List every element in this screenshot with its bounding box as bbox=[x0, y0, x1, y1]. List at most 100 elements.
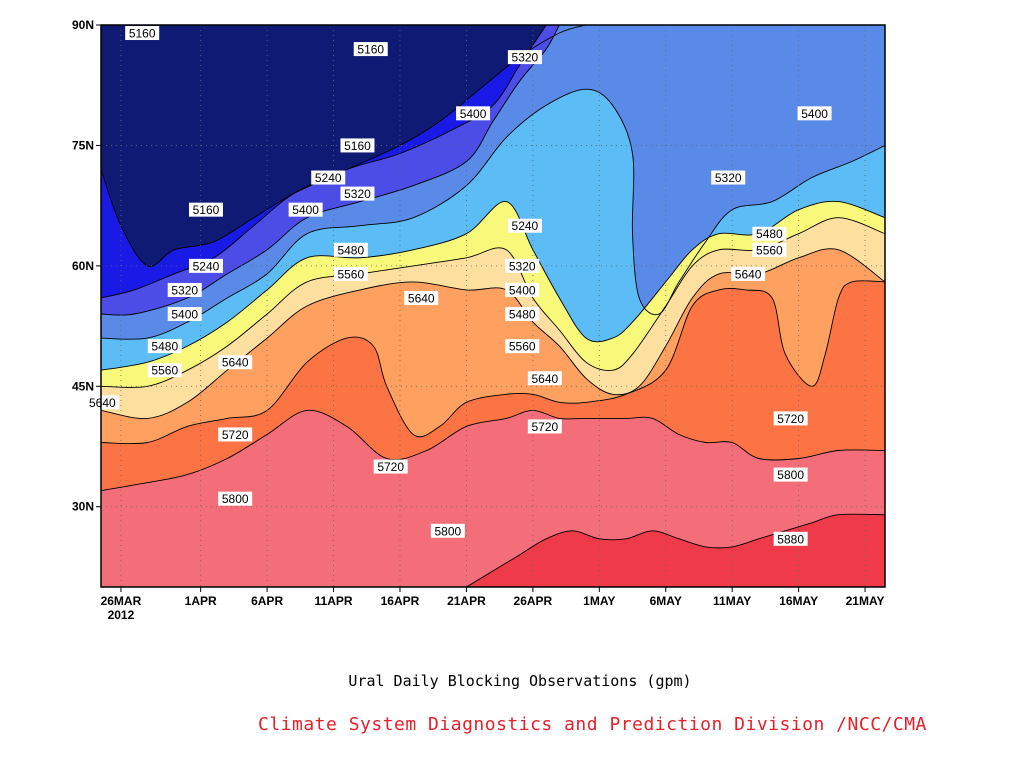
contour-label-text: 5560 bbox=[151, 364, 178, 378]
contour-label-text: 5320 bbox=[171, 283, 198, 297]
contour-label: 5320 bbox=[340, 186, 375, 201]
contour-label-bg bbox=[773, 531, 808, 546]
contour-label: 5640 bbox=[404, 290, 439, 305]
contour-label-text: 5400 bbox=[509, 283, 536, 297]
contour-label: 5320 bbox=[505, 258, 540, 273]
contour-label-text: 5160 bbox=[129, 27, 156, 41]
contour-label-bg bbox=[125, 26, 160, 41]
contour-label-text: 5480 bbox=[151, 340, 178, 354]
contour-line bbox=[101, 200, 885, 371]
contour-label: 5480 bbox=[147, 339, 182, 354]
contour-label-bg bbox=[505, 258, 540, 273]
contour-label: 5640 bbox=[527, 371, 562, 386]
contour-label: 5880 bbox=[773, 531, 808, 546]
contour-label-text: 5160 bbox=[193, 203, 220, 217]
contour-label-text: 5640 bbox=[735, 267, 762, 281]
contour-label-text: 5400 bbox=[292, 203, 319, 217]
contour-label-text: 5880 bbox=[777, 532, 804, 546]
contour-label-text: 5800 bbox=[434, 524, 461, 538]
contour-bands bbox=[101, 25, 885, 587]
contour-label-bg bbox=[404, 290, 439, 305]
contour-label-bg bbox=[752, 242, 787, 257]
contour-label-text: 5640 bbox=[408, 291, 435, 305]
contour-label-text: 5160 bbox=[344, 139, 371, 153]
contour-label: 5720 bbox=[373, 459, 408, 474]
contour-label: 5400 bbox=[797, 106, 832, 121]
contour-label-bg bbox=[507, 218, 542, 233]
contour-label: 5320 bbox=[507, 50, 542, 65]
contour-label: 5240 bbox=[507, 218, 542, 233]
contour-label-bg bbox=[507, 50, 542, 65]
contour-label-text: 5560 bbox=[337, 267, 364, 281]
credit-text: Climate System Diagnostics and Predictio… bbox=[258, 714, 927, 735]
contour-label-text: 5720 bbox=[377, 460, 404, 474]
contour-line bbox=[466, 513, 885, 587]
contour-label-text: 5320 bbox=[512, 51, 539, 65]
contour-label: 5160 bbox=[125, 26, 160, 41]
x-tick-label: 26MAR bbox=[101, 594, 142, 608]
contour-label: 5640 bbox=[218, 355, 253, 370]
contour-label-text: 5560 bbox=[509, 340, 536, 354]
contour-label-text: 5320 bbox=[715, 171, 742, 185]
contour-label-bg bbox=[456, 106, 491, 121]
y-tick-label: 45N bbox=[72, 379, 94, 393]
contour-line bbox=[101, 25, 560, 316]
contour-label-bg bbox=[430, 523, 465, 538]
y-tick-label: 90N bbox=[72, 18, 94, 32]
contour-label-bg bbox=[188, 258, 223, 273]
x-tick-label: 16APR bbox=[381, 594, 420, 608]
contour-line bbox=[101, 217, 885, 388]
contour-label: 5480 bbox=[752, 226, 787, 241]
contour-label-bg bbox=[373, 459, 408, 474]
contour-label-bg bbox=[167, 282, 202, 297]
contour-label-text: 5480 bbox=[337, 243, 364, 257]
contour-label-bg bbox=[167, 307, 202, 322]
y-tick-label: 30N bbox=[72, 500, 94, 514]
contour-label-text: 5320 bbox=[509, 259, 536, 273]
contour-label-bg bbox=[147, 363, 182, 378]
contour-label-bg bbox=[188, 202, 223, 217]
contour-label-bg bbox=[527, 371, 562, 386]
contour-label-text: 5720 bbox=[777, 412, 804, 426]
contour-label: 5720 bbox=[527, 419, 562, 434]
x-tick-label: 26APR bbox=[514, 594, 553, 608]
contour-label: 5240 bbox=[188, 258, 223, 273]
contour-label-bg bbox=[773, 467, 808, 482]
contour-label-bg bbox=[505, 282, 540, 297]
contour-label: 5720 bbox=[773, 411, 808, 426]
contour-label: 5400 bbox=[288, 202, 323, 217]
contour-label-bg bbox=[340, 186, 375, 201]
contour-label-text: 5800 bbox=[222, 492, 249, 506]
contour-label-bg bbox=[731, 266, 766, 281]
contour-label-text: 5160 bbox=[357, 43, 384, 57]
contour-label-text: 5640 bbox=[89, 396, 116, 410]
contour-label: 5560 bbox=[505, 339, 540, 354]
contour-label-text: 5400 bbox=[801, 107, 828, 121]
contour-label: 5320 bbox=[711, 170, 746, 185]
axes: 26MAR 1APR 6APR 11APR 16APR 21APR 26APR 1MAY 6MA… bbox=[72, 18, 885, 622]
contour-label-bg bbox=[752, 226, 787, 241]
contour-label-bg bbox=[505, 307, 540, 322]
contour-label: 5480 bbox=[505, 307, 540, 322]
contour-label-text: 5720 bbox=[222, 428, 249, 442]
contour-label-text: 5640 bbox=[222, 356, 249, 370]
contour-label-bg bbox=[773, 411, 808, 426]
contour-label: 5400 bbox=[167, 307, 202, 322]
contour-label-text: 5720 bbox=[531, 420, 558, 434]
contour-label-bg bbox=[311, 170, 346, 185]
contour-label-text: 5480 bbox=[756, 227, 783, 241]
contour-label-text: 5240 bbox=[193, 259, 220, 273]
x-year-label: 2012 bbox=[108, 608, 135, 622]
contour-label-bg bbox=[218, 355, 253, 370]
x-tick-label: 1APR bbox=[185, 594, 217, 608]
contour-label: 5480 bbox=[333, 242, 368, 257]
contour-label-bg bbox=[218, 491, 253, 506]
contour-label-text: 5480 bbox=[509, 308, 536, 322]
contour-label-bg bbox=[147, 339, 182, 354]
x-tick-label: 21MAY bbox=[846, 594, 885, 608]
contour-label-bg bbox=[218, 427, 253, 442]
contour-labels: 5160516051605160524052405240532053205320… bbox=[85, 26, 832, 546]
contour-label: 5640 bbox=[85, 395, 120, 410]
contour-label-text: 5400 bbox=[460, 107, 487, 121]
